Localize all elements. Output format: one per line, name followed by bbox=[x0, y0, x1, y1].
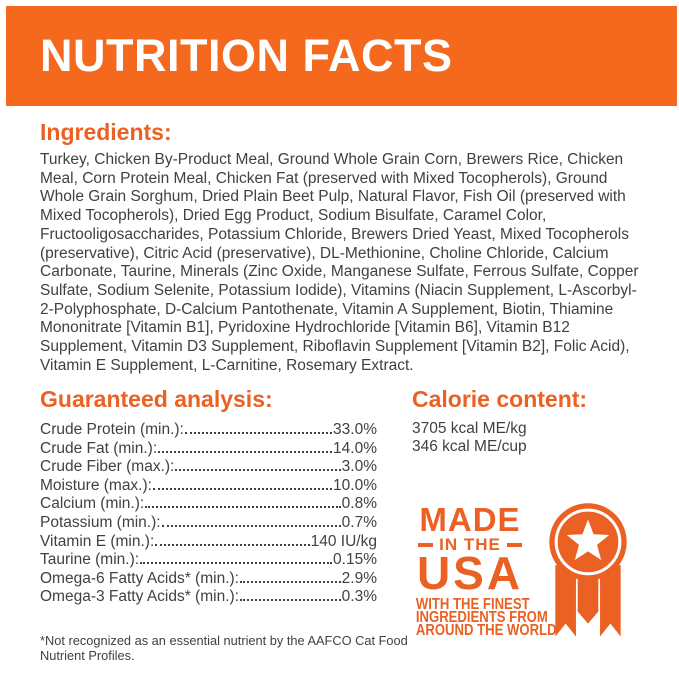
dash-decoration bbox=[418, 542, 434, 547]
dotted-leader bbox=[161, 524, 341, 527]
analysis-row-crude-fat: Crude Fat (min.): 14.0% bbox=[40, 440, 377, 459]
dotted-leader bbox=[145, 506, 341, 509]
calorie-content-values: 3705 kcal ME/kg 346 kcal ME/cup bbox=[412, 420, 527, 455]
analysis-label: Taurine (min.): bbox=[40, 551, 140, 569]
dotted-leader bbox=[140, 562, 333, 565]
analysis-row-omega-6: Omega-6 Fatty Acids* (min.): 2.9% bbox=[40, 570, 377, 589]
dotted-leader bbox=[155, 543, 310, 546]
analysis-row-taurine: Taurine (min.): 0.15% bbox=[40, 551, 377, 570]
made-in-usa-line-in-the: IN THE bbox=[404, 536, 536, 553]
footnote-text: *Not recognized as an essential nutrient… bbox=[40, 633, 408, 663]
tagline-line-2: INGREDIENTS FROM bbox=[415, 609, 548, 627]
analysis-label: Omega-3 Fatty Acids* (min.): bbox=[40, 588, 239, 606]
made-in-usa-line-made: MADE bbox=[419, 501, 521, 538]
made-in-usa-text: MADE IN THE USA WITH THE FINEST INGREDIE… bbox=[404, 501, 557, 640]
dotted-leader bbox=[158, 450, 333, 453]
dotted-leader bbox=[175, 469, 341, 472]
dotted-leader bbox=[152, 487, 333, 490]
guaranteed-analysis-table: Crude Protein (min.): 33.0% Crude Fat (m… bbox=[40, 421, 377, 607]
analysis-row-moisture: Moisture (max.): 10.0% bbox=[40, 477, 377, 496]
made-in-usa-tagline: WITH THE FINEST INGREDIENTS FROM AROUND … bbox=[404, 596, 557, 640]
in-the-label: IN THE bbox=[439, 535, 501, 554]
analysis-label: Potassium (min.): bbox=[40, 513, 161, 531]
tagline-line-3: AROUND THE WORLD bbox=[415, 622, 557, 640]
analysis-row-omega-3: Omega-3 Fatty Acids* (min.): 0.3% bbox=[40, 588, 377, 607]
dotted-leader bbox=[239, 580, 341, 583]
analysis-label: Vitamin E (min.): bbox=[40, 532, 155, 550]
analysis-value: 14.0% bbox=[333, 439, 377, 457]
guaranteed-analysis-heading: Guaranteed analysis: bbox=[40, 386, 273, 412]
award-ribbon-star-icon bbox=[549, 503, 627, 637]
analysis-value: 2.9% bbox=[341, 569, 377, 587]
calorie-kg-value: 3705 kcal ME/kg bbox=[412, 420, 527, 437]
calorie-cup-value: 346 kcal ME/cup bbox=[412, 437, 527, 455]
analysis-value: 0.3% bbox=[341, 588, 377, 606]
analysis-row-vitamin-e: Vitamin E (min.): 140 IU/kg bbox=[40, 533, 377, 552]
analysis-label: Moisture (max.): bbox=[40, 476, 152, 494]
header-banner: NUTRITION FACTS bbox=[6, 6, 677, 106]
analysis-value: 0.15% bbox=[333, 551, 377, 569]
analysis-label: Crude Fat (min.): bbox=[40, 439, 158, 457]
analysis-label: Crude Fiber (max.): bbox=[40, 458, 175, 476]
analysis-label: Omega-6 Fatty Acids* (min.): bbox=[40, 569, 239, 587]
ingredients-heading: Ingredients: bbox=[40, 119, 172, 145]
analysis-value: 3.0% bbox=[341, 458, 377, 476]
analysis-value: 10.0% bbox=[333, 476, 377, 494]
dash-decoration bbox=[506, 542, 522, 547]
analysis-value: 140 IU/kg bbox=[310, 532, 377, 550]
analysis-label: Calcium (min.): bbox=[40, 495, 145, 513]
made-in-usa-line-usa: USA bbox=[416, 547, 524, 599]
analysis-value: 0.7% bbox=[341, 513, 377, 531]
analysis-row-crude-fiber: Crude Fiber (max.): 3.0% bbox=[40, 458, 377, 477]
analysis-value: 33.0% bbox=[333, 421, 377, 438]
ingredients-text: Turkey, Chicken By-Product Meal, Ground … bbox=[40, 151, 639, 374]
dotted-leader bbox=[184, 432, 333, 434]
analysis-row-calcium: Calcium (min.): 0.8% bbox=[40, 495, 377, 514]
tagline-line-1: WITH THE FINEST bbox=[415, 596, 530, 613]
analysis-row-potassium: Potassium (min.): 0.7% bbox=[40, 514, 377, 533]
calorie-content-heading: Calorie content: bbox=[412, 386, 588, 412]
analysis-label: Crude Protein (min.): bbox=[40, 421, 184, 438]
page-title: NUTRITION FACTS bbox=[40, 30, 453, 81]
analysis-row-crude-protein: Crude Protein (min.): 33.0% bbox=[40, 421, 377, 440]
analysis-value: 0.8% bbox=[341, 495, 377, 513]
dotted-leader bbox=[239, 599, 341, 602]
